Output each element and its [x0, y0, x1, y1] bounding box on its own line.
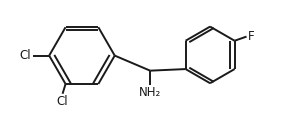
Text: Cl: Cl — [57, 95, 69, 108]
Text: Cl: Cl — [20, 49, 31, 62]
Text: F: F — [248, 30, 255, 43]
Text: NH₂: NH₂ — [139, 86, 161, 99]
